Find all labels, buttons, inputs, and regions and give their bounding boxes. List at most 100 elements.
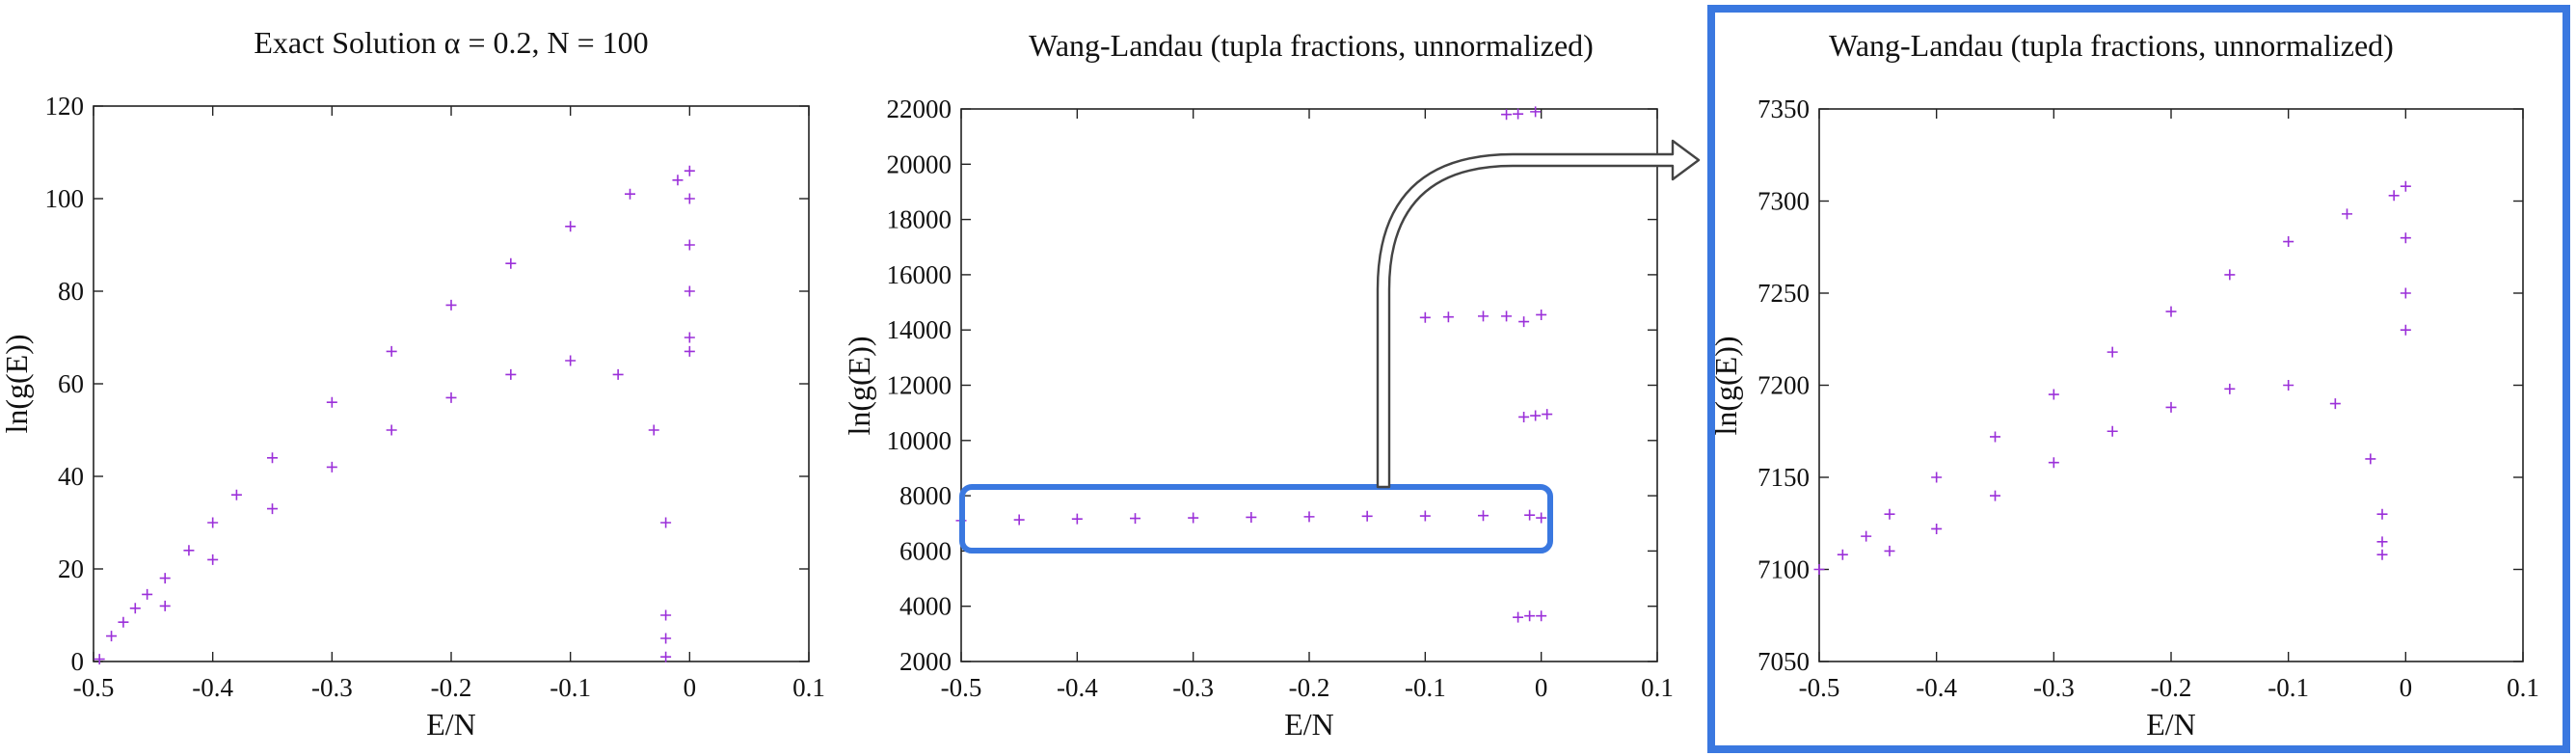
data-point: [684, 332, 695, 343]
data-point: [326, 461, 337, 472]
data-point: [386, 345, 397, 357]
y-tick-label: 7050: [1758, 647, 1810, 676]
data-point: [672, 175, 684, 186]
y-axis-ticks: 2000 4000 6000 8000 10000 12000 14000 16000 1800…: [887, 94, 1657, 676]
data-point: [2283, 236, 2294, 248]
data-point: [1442, 311, 1454, 323]
y-tick-label: 14000: [887, 315, 953, 344]
data-point: [1990, 490, 2000, 501]
x-tick-label: -0.5: [941, 673, 982, 702]
plot-frame: [1818, 108, 2524, 662]
data-point: [386, 424, 397, 436]
y-tick-label: 7150: [1758, 463, 1810, 492]
data-point: [1013, 514, 1025, 526]
data-point: [1188, 512, 1199, 524]
data-point: [684, 193, 695, 204]
data-point: [1884, 545, 1895, 556]
y-tick-label: 12000: [887, 371, 953, 400]
data-point: [660, 651, 672, 662]
data-point: [1513, 611, 1524, 623]
data-point: [1246, 511, 1257, 523]
x-tick-label: -0.1: [550, 673, 591, 702]
data-point: [129, 603, 141, 614]
data-point: [1884, 508, 1895, 520]
x-tick-label: -0.3: [311, 673, 353, 702]
y-axis-label: ln(g(E)): [0, 334, 34, 433]
data-point: [445, 299, 457, 310]
data-point: [2376, 549, 2388, 560]
data-point: [2048, 457, 2059, 469]
chart-title: Exact Solution α = 0.2, N = 100: [254, 25, 648, 60]
x-axis-ticks: -0.5 -0.4 -0.3 -0.2 -0.1 0 0.1: [1799, 109, 2539, 702]
zoom-arrow: [1376, 139, 1701, 489]
x-tick-label: -0.3: [2033, 673, 2075, 702]
data-point: [1536, 309, 1547, 320]
x-tick-label: -0.2: [1289, 673, 1330, 702]
y-tick-label: 22000: [887, 94, 953, 123]
data-point: [94, 654, 105, 665]
data-point: [1501, 109, 1513, 121]
data-point: [326, 396, 337, 408]
data-point: [565, 221, 577, 232]
x-tick-label: -0.1: [2267, 673, 2309, 702]
y-tick-label: 2000: [899, 647, 952, 676]
y-tick-label: 40: [58, 462, 84, 491]
data-point: [445, 392, 457, 403]
data-point: [1518, 316, 1530, 328]
data-point: [2365, 453, 2376, 465]
x-axis-ticks: -0.5 -0.4 -0.3 -0.2 -0.1 0 0.1: [73, 106, 825, 702]
data-point: [267, 452, 278, 464]
data-point: [267, 503, 278, 515]
x-tick-label: 0: [1535, 673, 1548, 702]
y-axis-ticks: 0 20 40 60 80 100 120: [45, 92, 809, 676]
y-axis-label: ln(g(E)): [842, 336, 876, 435]
data-point: [2400, 324, 2411, 336]
x-axis-label: E/N: [1284, 707, 1334, 742]
data-point: [2106, 346, 2118, 358]
data-point: [1837, 549, 1848, 560]
x-tick-label: 0.1: [2507, 673, 2539, 702]
data-point: [2342, 208, 2352, 220]
data-point: [505, 257, 517, 269]
data-points: [94, 165, 695, 665]
data-point: [1303, 511, 1315, 523]
data-points: [1813, 180, 2411, 575]
data-point: [1990, 431, 2000, 443]
data-point: [1542, 409, 1553, 420]
data-point: [660, 633, 672, 644]
data-point: [2400, 287, 2411, 299]
data-point: [2224, 383, 2236, 394]
x-axis-ticks: -0.5 -0.4 -0.3 -0.2 -0.1 0 0.1: [941, 109, 1674, 702]
y-tick-label: 20: [58, 554, 84, 583]
data-point: [230, 489, 242, 500]
data-point: [2165, 306, 2177, 317]
data-point: [207, 554, 219, 565]
x-tick-label: -0.2: [431, 673, 472, 702]
y-tick-label: 100: [45, 184, 85, 213]
data-point: [1130, 513, 1140, 525]
data-point: [1419, 311, 1431, 323]
x-tick-label: -0.4: [1057, 673, 1098, 702]
data-points: [955, 106, 1553, 623]
x-tick-label: 0.1: [1641, 673, 1674, 702]
y-axis-ticks: 7050 7100 7150 7200 7250 7300 7350: [1758, 94, 2523, 676]
wang-landau-full-chart: Wang-Landau (tupla fractions, unnormaliz…: [842, 28, 1701, 742]
data-point: [660, 609, 672, 621]
y-tick-label: 7300: [1758, 187, 1810, 216]
data-point: [625, 188, 635, 200]
data-point: [612, 368, 624, 380]
data-point: [1478, 310, 1489, 322]
data-point: [2388, 190, 2400, 202]
data-point: [2048, 389, 2059, 400]
data-point: [159, 600, 171, 611]
y-tick-label: 8000: [899, 481, 952, 510]
x-axis-label: E/N: [2146, 707, 2196, 742]
y-tick-label: 6000: [899, 536, 952, 565]
y-tick-label: 80: [58, 277, 84, 306]
data-point: [1361, 510, 1373, 522]
arrow-outline: [1376, 139, 1701, 489]
x-tick-label: -0.4: [192, 673, 233, 702]
x-tick-label: 0.1: [792, 673, 825, 702]
y-tick-label: 20000: [887, 149, 953, 178]
data-point: [684, 165, 695, 176]
